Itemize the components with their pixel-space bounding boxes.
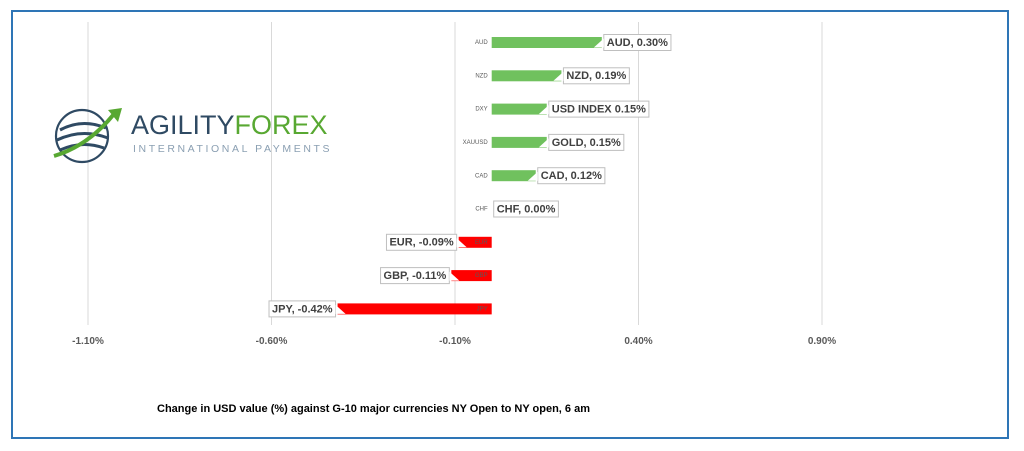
category-label: XAUUSD	[463, 140, 489, 146]
agility-forex-logo: AGILITYFOREX INTERNATIONAL PAYMENTS	[48, 100, 338, 170]
data-label-text: EUR, -0.09%	[389, 237, 453, 249]
data-label: GBP, -0.11%	[380, 267, 460, 285]
data-label-pointer	[456, 238, 467, 248]
data-label: CHF, 0.00%	[493, 200, 559, 218]
data-label-text: CHF, 0.00%	[497, 203, 556, 215]
data-label: GOLD, 0.15%	[538, 133, 625, 151]
data-label-text: GBP, -0.11%	[384, 270, 447, 282]
category-label: CAD	[475, 173, 488, 179]
logo-word-agility: AGILITY	[131, 110, 235, 140]
data-label-text: USD INDEX 0.15%	[552, 104, 646, 116]
data-label-pointer	[527, 171, 538, 181]
data-label: NZD, 0.19%	[553, 67, 630, 85]
globe-arrow-icon	[53, 108, 122, 164]
x-tick-label: 0.90%	[808, 336, 836, 347]
logo-word-forex: FOREX	[234, 110, 328, 140]
data-label: JPY, -0.42%	[268, 300, 346, 318]
x-tick-label: 0.40%	[624, 336, 652, 347]
data-label-text: JPY, -0.42%	[272, 303, 333, 315]
data-label-pointer	[538, 138, 549, 148]
bar	[451, 270, 492, 282]
chart-frame	[11, 10, 1009, 439]
bar	[491, 103, 547, 115]
gridlines	[87, 22, 823, 325]
data-label: AUD, 0.30%	[593, 34, 672, 51]
x-tick-label: -0.10%	[439, 336, 471, 347]
x-axis-ticks: -1.10% -0.60% -0.10% 0.40% 0.90%	[72, 336, 836, 347]
logo-wordmark: AGILITYFOREX	[131, 110, 328, 140]
data-label: CAD, 0.12%	[527, 167, 606, 185]
bars	[337, 37, 602, 315]
bar	[458, 236, 492, 248]
data-label-text: GOLD, 0.15%	[552, 137, 621, 149]
category-label: EUR	[475, 240, 488, 246]
category-label: AUD	[475, 40, 488, 46]
data-label-pointer	[593, 38, 604, 48]
data-label-pointer	[553, 71, 564, 81]
data-label-pointer	[449, 271, 460, 281]
logo-subtitle: INTERNATIONAL PAYMENTS	[133, 143, 333, 155]
bar	[491, 70, 562, 82]
x-tick-label: -0.60%	[256, 336, 288, 347]
data-label-pointer	[538, 105, 549, 115]
category-label: NZD	[475, 73, 488, 79]
data-label-text: CAD, 0.12%	[541, 170, 602, 182]
data-label-pointer	[335, 304, 346, 314]
x-tick-label: -1.10%	[72, 336, 104, 347]
data-label-box	[493, 200, 559, 218]
category-labels: AUD NZD DXY XAUUSD CAD CHF EUR GBP JPY	[463, 40, 489, 312]
data-labels: AUD, 0.30% NZD, 0.19% USD INDEX 0.15% GOLD,…	[268, 34, 672, 318]
bar	[337, 303, 492, 315]
category-label: GBP	[475, 273, 488, 279]
bar	[491, 136, 547, 148]
category-label: DXY	[475, 107, 487, 113]
data-label: USD INDEX 0.15%	[538, 100, 650, 118]
data-label-text: NZD, 0.19%	[566, 70, 626, 82]
bar	[491, 170, 536, 182]
data-label: EUR, -0.09%	[385, 233, 467, 251]
data-label-text: AUD, 0.30%	[607, 37, 668, 49]
bar	[491, 37, 602, 48]
chart-caption: Change in USD value (%) against G-10 maj…	[157, 403, 590, 415]
category-label: JPY	[477, 306, 488, 312]
category-label: CHF	[475, 207, 488, 213]
